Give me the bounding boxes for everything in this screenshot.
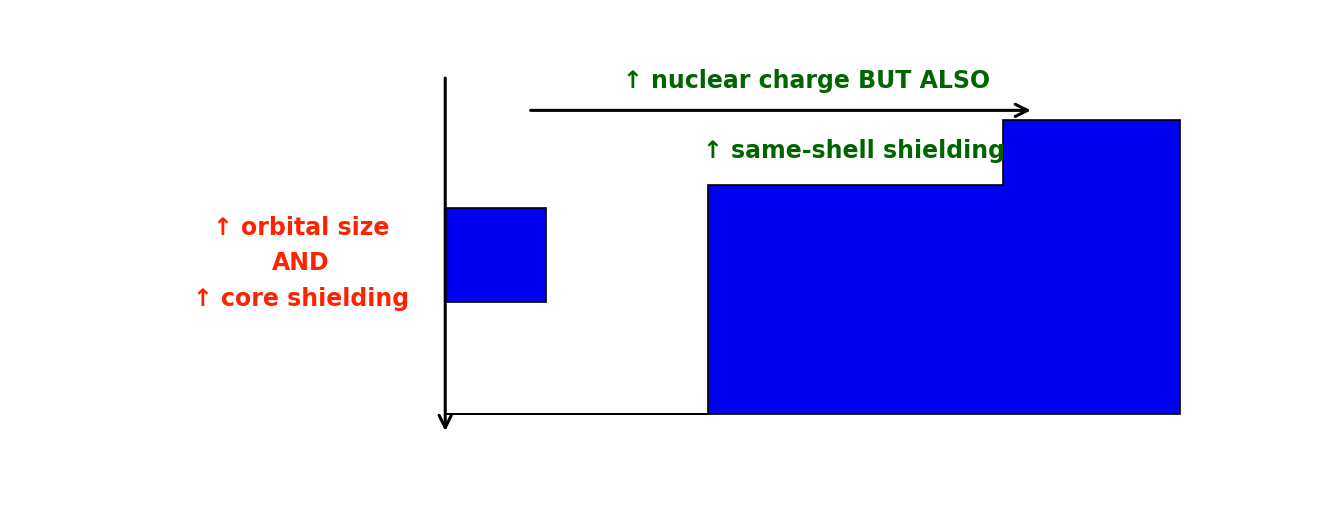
Text: ↑ nuclear charge BUT ALSO: ↑ nuclear charge BUT ALSO: [623, 68, 990, 92]
Polygon shape: [445, 121, 1180, 415]
Text: ↑ same-shell shielding: ↑ same-shell shielding: [703, 138, 1006, 162]
Text: ↑ orbital size
AND
↑ core shielding: ↑ orbital size AND ↑ core shielding: [193, 216, 409, 310]
